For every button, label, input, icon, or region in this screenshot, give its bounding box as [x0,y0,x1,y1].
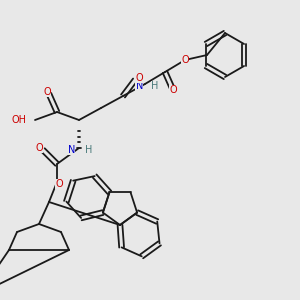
Text: N: N [68,145,75,155]
Text: O: O [169,85,177,95]
Text: H: H [151,81,158,91]
Text: O: O [135,73,143,83]
Text: O: O [43,87,51,97]
Text: OH: OH [12,115,27,125]
Text: O: O [55,179,63,189]
Text: H: H [85,145,92,155]
Text: N: N [136,81,143,91]
Text: O: O [35,143,43,153]
Text: O: O [181,55,189,65]
